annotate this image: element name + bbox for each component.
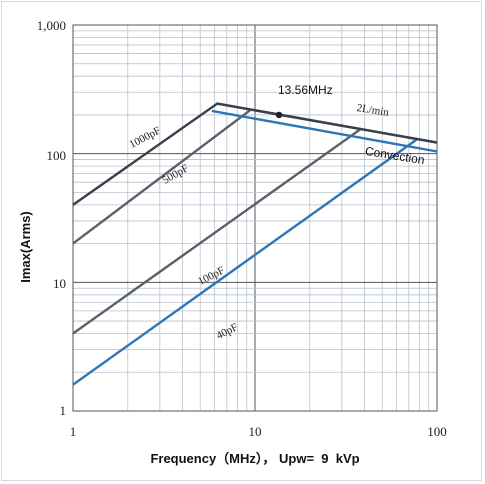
plot-area-border bbox=[72, 24, 438, 412]
series-label-2l-min: 2L/min bbox=[356, 102, 390, 119]
y-tick-10: 10 bbox=[53, 276, 66, 291]
y-tick-1: 1 bbox=[60, 403, 67, 418]
series-line-convection bbox=[211, 109, 438, 153]
y-axis-label: Imax(Arms) bbox=[18, 211, 33, 283]
annotation-13-56mhz: 13.56MHz bbox=[278, 83, 333, 97]
series-line-40pf bbox=[72, 138, 419, 386]
x-tick-1: 1 bbox=[70, 424, 77, 439]
y-tick-1000: 1,000 bbox=[37, 18, 66, 33]
x-tick-10: 10 bbox=[249, 424, 262, 439]
series-line-100pf bbox=[72, 128, 362, 335]
series-line-500pf bbox=[72, 108, 252, 245]
series-line-2l-min bbox=[216, 102, 438, 144]
marker-13-56mhz bbox=[275, 111, 283, 119]
grid bbox=[72, 24, 438, 412]
x-axis-label: Frequency（MHz）， Upw= 9 kVp bbox=[150, 451, 359, 466]
series-label-100pf: 100pF bbox=[196, 264, 227, 287]
x-tick-100: 100 bbox=[427, 424, 447, 439]
series-label-40pf: 40pF bbox=[214, 321, 240, 342]
series-group bbox=[72, 102, 438, 386]
y-tick-100: 100 bbox=[47, 148, 67, 163]
